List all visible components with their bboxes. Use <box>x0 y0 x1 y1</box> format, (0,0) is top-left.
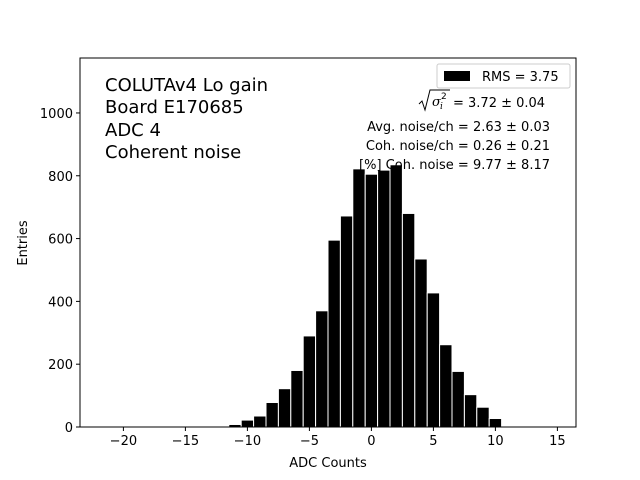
plot-frame <box>79 57 577 428</box>
y-tick-label: 200 <box>48 358 73 373</box>
histogram-bar <box>253 415 267 428</box>
annotation-line-3: ADC 4 <box>105 120 161 141</box>
histogram-bar <box>377 169 391 428</box>
histogram-bar <box>339 215 354 428</box>
x-tick-label: 15 <box>549 434 566 449</box>
histogram-bar <box>439 344 453 428</box>
sigma-symbol: σ i 2 <box>418 89 450 112</box>
x-tick-label: 5 <box>429 434 437 449</box>
legend-swatch <box>444 71 470 81</box>
x-tick-label: 10 <box>487 434 504 449</box>
info-annotation: COLUTAv4 Lo gain Board E170685 ADC 4 Coh… <box>105 75 268 163</box>
x-tick-label: 0 <box>367 434 375 449</box>
stat-sigma: = 3.72 ± 0.04 <box>453 96 545 111</box>
annotation-line-2: Board E170685 <box>105 97 244 118</box>
histogram-bar <box>414 258 428 428</box>
x-axis-ticks: −20 −15 −10 −5 0 5 10 15 <box>110 427 566 449</box>
y-tick-label: 400 <box>48 295 73 310</box>
sigma-subscript: i <box>440 102 443 112</box>
histogram-bar <box>277 388 292 428</box>
y-axis-label: Entries <box>16 220 31 266</box>
legend: RMS = 3.75 <box>436 63 571 89</box>
histogram-bar <box>240 419 255 428</box>
sigma-glyph: σ <box>432 95 442 110</box>
legend-label: RMS = 3.75 <box>482 70 559 85</box>
histogram-bar <box>302 335 317 428</box>
histogram-bar <box>401 212 416 428</box>
y-tick-label: 600 <box>48 233 73 248</box>
histogram-bar <box>463 394 478 428</box>
histogram-bar <box>315 310 329 428</box>
stats-block: σ i 2 = 3.72 ± 0.04 Avg. noise/ch = 2.63… <box>359 89 550 173</box>
histogram-bar <box>451 370 465 428</box>
y-tick-label: 0 <box>65 421 73 436</box>
y-tick-label: 800 <box>48 170 73 185</box>
annotation-line-1: COLUTAv4 Lo gain <box>105 75 268 96</box>
x-tick-label: −5 <box>300 434 319 449</box>
histogram-bars <box>203 164 503 428</box>
histogram-bar <box>426 292 441 428</box>
stat-avg-noise: Avg. noise/ch = 2.63 ± 0.03 <box>367 120 550 135</box>
histogram-bar <box>352 168 366 428</box>
sigma-superscript: 2 <box>441 92 447 102</box>
histogram-bar <box>476 406 490 428</box>
histogram-bar <box>389 164 403 428</box>
y-tick-label: 1000 <box>40 107 73 122</box>
stat-pct-coh-noise: [%] Coh. noise = 9.77 ± 8.17 <box>359 158 550 173</box>
x-axis-label: ADC Counts <box>289 456 367 471</box>
histogram-bar <box>364 173 379 428</box>
histogram-bar <box>327 239 341 428</box>
sqrt-radical <box>418 89 450 112</box>
x-tick-label: −15 <box>172 434 199 449</box>
x-tick-label: −10 <box>234 434 261 449</box>
stat-coh-noise: Coh. noise/ch = 0.26 ± 0.21 <box>366 139 550 154</box>
x-tick-label: −20 <box>110 434 137 449</box>
annotation-line-4: Coherent noise <box>105 142 241 163</box>
histogram-bar <box>265 402 279 428</box>
histogram-bar <box>290 369 304 428</box>
legend-box <box>436 63 571 89</box>
histogram-bar <box>488 418 503 428</box>
y-axis-ticks: 0 200 400 600 800 1000 <box>40 107 80 436</box>
